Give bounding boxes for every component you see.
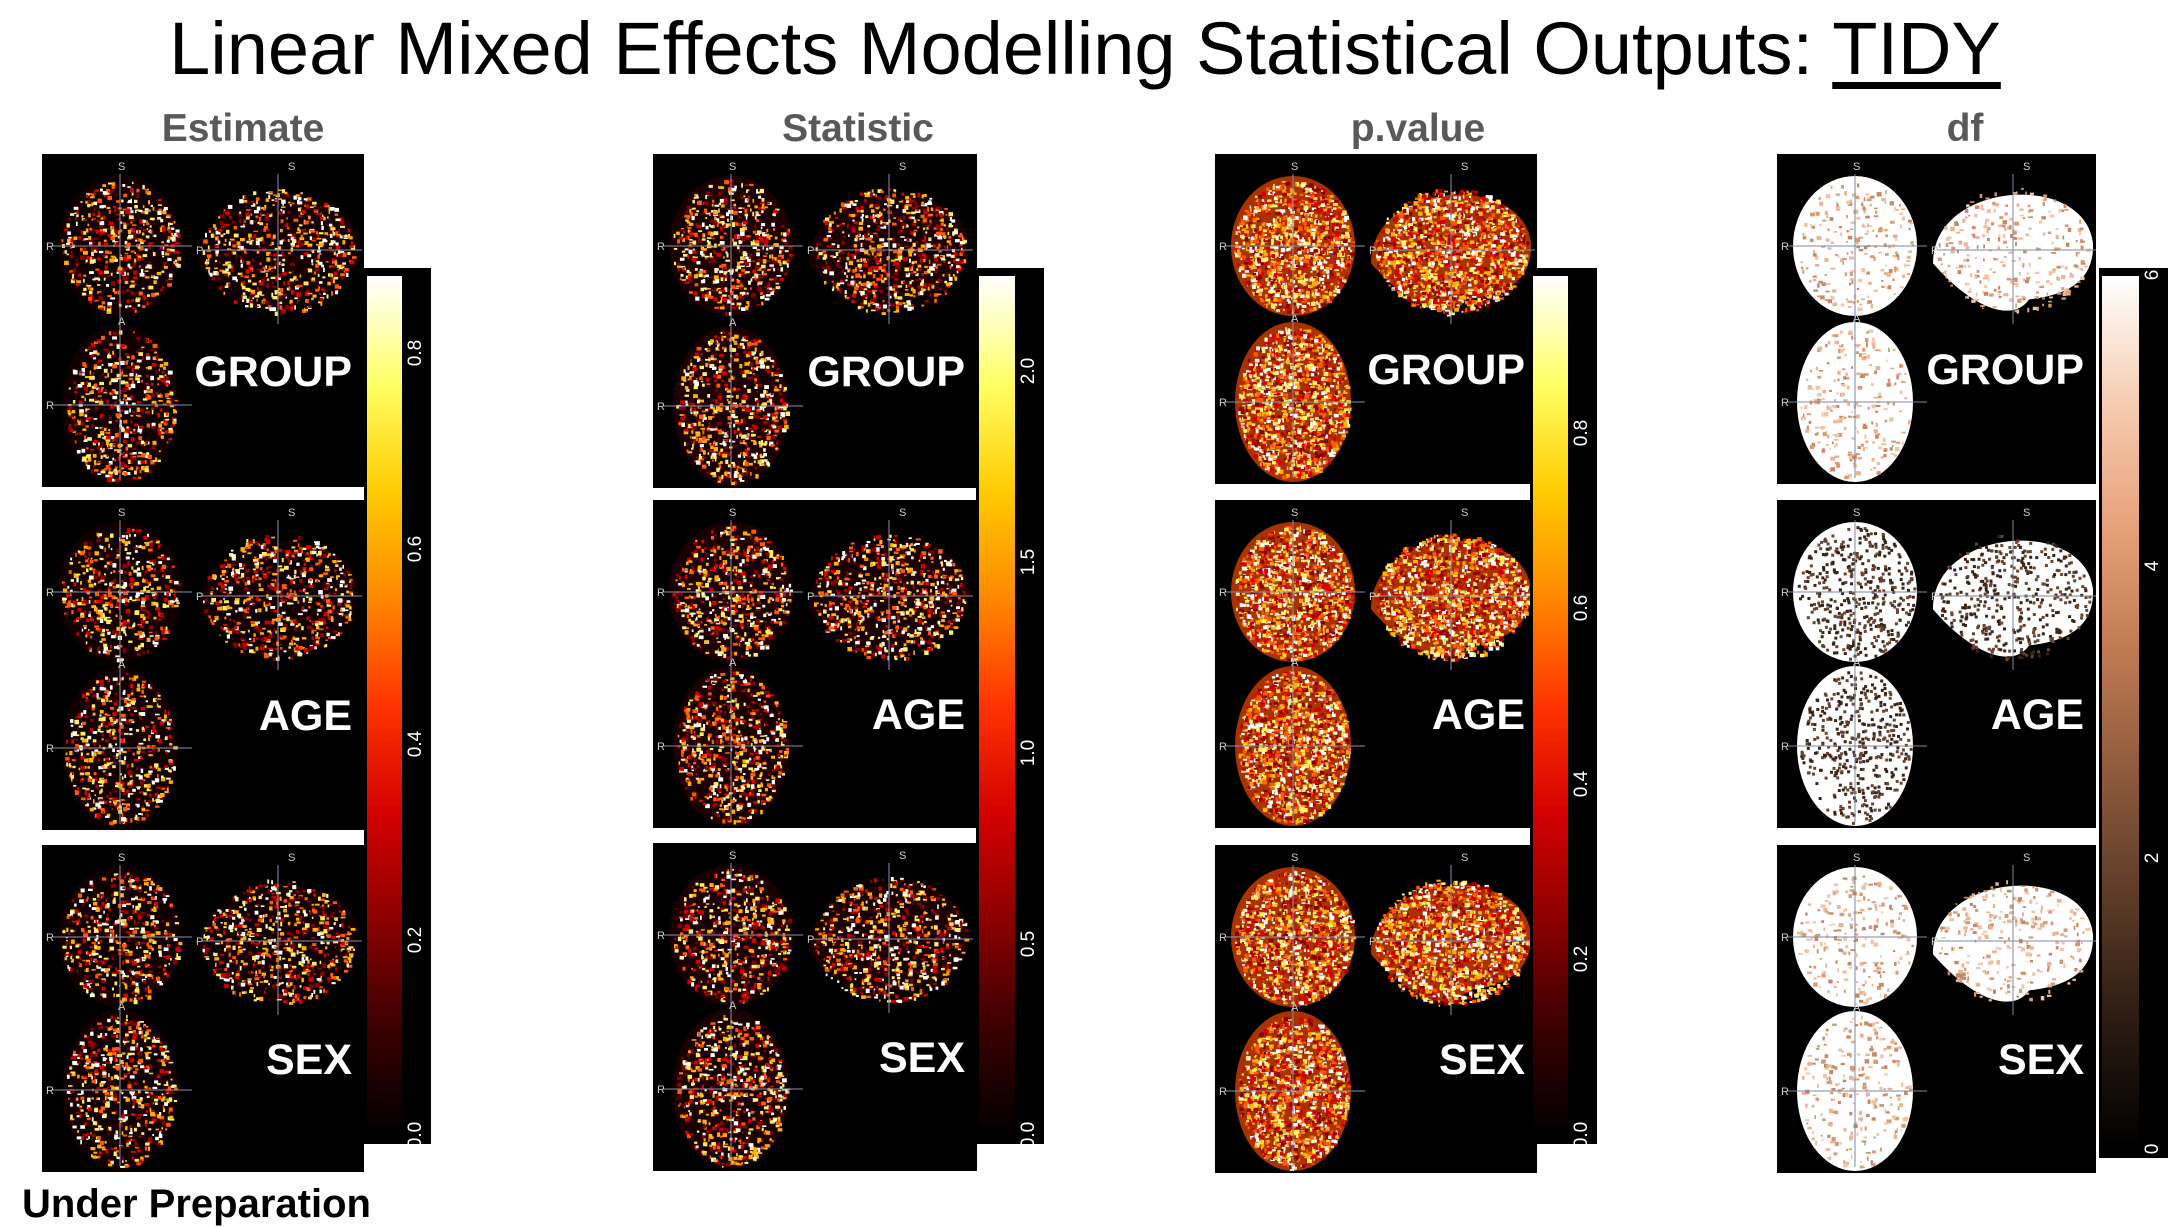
- svg-text:A: A: [118, 1001, 126, 1013]
- colorbar-tick-label: 4: [2142, 541, 2164, 591]
- footer-note: Under Preparation: [22, 1182, 371, 1227]
- brain-slices: S S R P A R: [42, 500, 364, 830]
- svg-text:P: P: [196, 936, 203, 948]
- row-label-age: AGE: [1432, 690, 1525, 740]
- svg-text:S: S: [118, 161, 125, 173]
- colorbar-gradient: [979, 276, 1015, 1136]
- colorbar-tick-label: 0.6: [1571, 583, 1593, 633]
- colorbar-gradient: [367, 276, 402, 1136]
- colorbar-gradient: [1533, 276, 1568, 1136]
- colorbar-tick-label: 0.6: [405, 524, 427, 574]
- column-title-df: df: [1765, 104, 2165, 154]
- colorbar-tick-label: 0.8: [1571, 408, 1593, 458]
- brain-panel-0-group: S S R P A R GROUP: [42, 154, 364, 487]
- svg-text:P: P: [196, 591, 203, 603]
- colorbar-tick-label: 0: [2142, 1124, 2164, 1174]
- page-title: Linear Mixed Effects Modelling Statistic…: [0, 4, 2170, 94]
- row-label-group: GROUP: [194, 347, 352, 397]
- svg-text:R: R: [46, 587, 54, 599]
- svg-text:A: A: [118, 659, 126, 671]
- brain-slices: S S R P A R: [42, 845, 364, 1172]
- svg-text:S: S: [118, 507, 125, 519]
- brain-slices: S S R P A R: [42, 154, 364, 487]
- svg-text:S: S: [288, 161, 295, 173]
- row-label-age: AGE: [1991, 690, 2084, 740]
- colorbar-tick-label: 2.0: [1018, 346, 1040, 396]
- colorbar-tick-label: 1.0: [1018, 728, 1040, 778]
- column-title-statistic: Statistic: [658, 104, 1058, 154]
- row-label-age: AGE: [259, 691, 352, 741]
- svg-text:S: S: [288, 507, 295, 519]
- colorbar-tick-label: 1.5: [1018, 537, 1040, 587]
- brain-panel-0-age: S S R P A R AGE: [42, 500, 364, 830]
- colorbar-tick-label: 0.0: [1018, 1110, 1040, 1160]
- row-label-group: GROUP: [1367, 345, 1525, 395]
- svg-text:R: R: [46, 400, 54, 412]
- svg-text:S: S: [118, 852, 125, 864]
- svg-text:R: R: [46, 241, 54, 253]
- colorbar-tick-label: 0.2: [1571, 934, 1593, 984]
- row-label-sex: SEX: [879, 1033, 965, 1083]
- colorbar-tick-label: 0.5: [1018, 919, 1040, 969]
- row-label-group: GROUP: [807, 347, 965, 397]
- svg-text:S: S: [288, 852, 295, 864]
- colorbar-gradient: [2102, 276, 2139, 1150]
- colorbar-tick-label: 0.0: [1571, 1110, 1593, 1160]
- colorbar-tick-label: 6: [2142, 250, 2164, 300]
- title-underlined: TIDY: [1832, 7, 2001, 90]
- svg-text:P: P: [196, 245, 203, 257]
- svg-text:R: R: [46, 743, 54, 755]
- row-label-group: GROUP: [1926, 345, 2084, 395]
- colorbar-tick-label: 0.4: [405, 719, 427, 769]
- row-label-sex: SEX: [1439, 1035, 1525, 1085]
- row-label-age: AGE: [872, 690, 965, 740]
- colorbar-tick-label: 0.0: [405, 1110, 427, 1160]
- row-label-sex: SEX: [266, 1035, 352, 1085]
- title-prefix: Linear Mixed Effects Modelling Statistic…: [169, 7, 1832, 90]
- colorbar-tick-label: 0.4: [1571, 759, 1593, 809]
- column-title-p-value: p.value: [1218, 104, 1618, 154]
- colorbar-tick-label: 0.8: [405, 328, 427, 378]
- colorbar-tick-label: 0.2: [405, 915, 427, 965]
- svg-text:R: R: [46, 1085, 54, 1097]
- column-title-estimate: Estimate: [43, 104, 443, 154]
- row-label-sex: SEX: [1998, 1035, 2084, 1085]
- svg-text:R: R: [46, 932, 54, 944]
- svg-text:A: A: [118, 316, 126, 328]
- brain-panel-0-sex: S S R P A R SEX: [42, 845, 364, 1172]
- colorbar-tick-label: 2: [2142, 833, 2164, 883]
